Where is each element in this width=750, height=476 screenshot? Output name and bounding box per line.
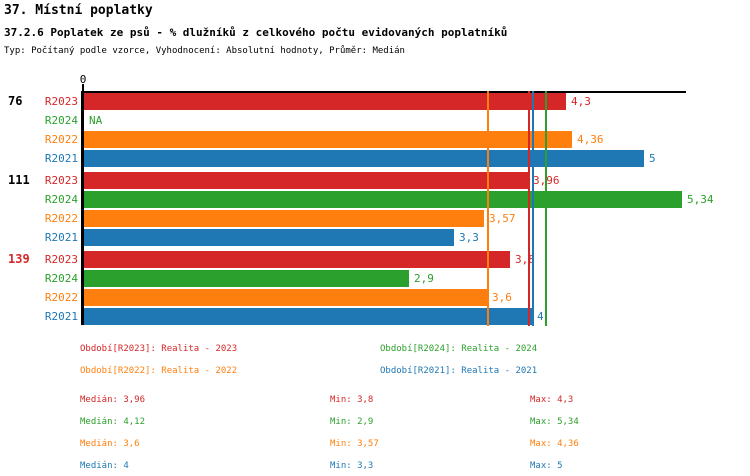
bar-value: 2,9 xyxy=(414,272,434,285)
stat-median: Medián: 3,96 xyxy=(80,395,146,405)
bar-chart: 0 76 R2023 4,3 R2024 NA R2022 4,36 R2021 5 111 R20… xyxy=(0,73,750,334)
row-label-r2022: R2022 xyxy=(44,133,78,146)
median-line-red xyxy=(528,91,530,326)
axis-baseline xyxy=(81,91,84,325)
stats-row-r2024: Medián: 4,12 Min: 2,9 Max: 5,34 xyxy=(0,417,750,431)
stat-max: Max: 4,3 xyxy=(530,395,574,405)
stat-max: Max: 5 xyxy=(530,461,563,471)
axis-top-line xyxy=(82,91,686,93)
row-label-r2021: R2021 xyxy=(44,152,78,165)
bar-value: 3,6 xyxy=(492,291,512,304)
row-label-r2024: R2024 xyxy=(44,272,78,285)
bar-r2024 xyxy=(84,191,682,208)
chart-stats: Medián: 3,96 Min: 3,8 Max: 4,3 Medián: 4… xyxy=(0,395,750,475)
group-label: 111 xyxy=(8,173,30,187)
bar-value: 4 xyxy=(537,310,544,323)
bar-r2022 xyxy=(84,289,487,306)
axis-zero-tick xyxy=(82,84,84,91)
bar-value: 4,3 xyxy=(571,95,591,108)
bar-r2023 xyxy=(84,251,510,268)
median-line-blue xyxy=(532,91,534,326)
bar-r2021 xyxy=(84,308,532,325)
row-label-r2024: R2024 xyxy=(44,193,78,206)
axis-zero-label: 0 xyxy=(79,73,87,86)
stat-min: Min: 2,9 xyxy=(330,417,374,427)
bar-r2023 xyxy=(84,172,528,189)
row-label-r2021: R2021 xyxy=(44,231,78,244)
row-label-r2023: R2023 xyxy=(44,174,78,187)
row-label-r2022: R2022 xyxy=(44,212,78,225)
stat-max: Max: 4,36 xyxy=(530,439,579,449)
stat-min: Min: 3,3 xyxy=(330,461,374,471)
chart-meta-line: Typ: Počítaný podle vzorce, Vyhodnocení:… xyxy=(4,46,405,56)
bar-na-value: NA xyxy=(89,114,103,127)
indicator-title: 37.2.6 Poplatek ze psů - % dlužníků z ce… xyxy=(4,26,508,39)
bar-r2021 xyxy=(84,229,454,246)
legend-item-r2021: Období[R2021]: Realita - 2021 xyxy=(380,366,538,376)
stat-max: Max: 5,34 xyxy=(530,417,579,427)
row-label-r2022: R2022 xyxy=(44,291,78,304)
legend-item-r2023: Období[R2023]: Realita - 2023 xyxy=(80,344,238,354)
stat-min: Min: 3,8 xyxy=(330,395,374,405)
group-label: 139 xyxy=(8,252,30,266)
stat-median: Medián: 3,6 xyxy=(80,439,140,449)
stats-row-r2021: Medián: 4 Min: 3,3 Max: 5 xyxy=(0,461,750,475)
bar-value: 5,34 xyxy=(687,193,714,206)
group-label: 76 xyxy=(8,94,23,108)
median-line-orange xyxy=(487,91,489,326)
bar-r2022 xyxy=(84,210,484,227)
median-line-green xyxy=(545,91,547,326)
stats-row-r2022: Medián: 3,6 Min: 3,57 Max: 4,36 xyxy=(0,439,750,453)
bar-r2021 xyxy=(84,150,644,167)
bar-r2022 xyxy=(84,131,572,148)
bar-value: 4,36 xyxy=(577,133,604,146)
bar-value: 3,3 xyxy=(459,231,479,244)
stat-median: Medián: 4,12 xyxy=(80,417,146,427)
page-title: 37. Místní poplatky xyxy=(4,3,153,18)
bar-value: 5 xyxy=(649,152,656,165)
row-label-r2023: R2023 xyxy=(44,253,78,266)
legend-item-r2024: Období[R2024]: Realita - 2024 xyxy=(380,344,538,354)
bar-r2023 xyxy=(84,93,566,110)
row-label-r2024: R2024 xyxy=(44,114,78,127)
bar-value: 3,57 xyxy=(489,212,516,225)
chart-legend: Období[R2023]: Realita - 2023 Období[R20… xyxy=(0,344,750,384)
row-label-r2023: R2023 xyxy=(44,95,78,108)
stat-median: Medián: 4 xyxy=(80,461,129,471)
row-label-r2021: R2021 xyxy=(44,310,78,323)
stat-min: Min: 3,57 xyxy=(330,439,379,449)
stats-row-r2023: Medián: 3,96 Min: 3,8 Max: 4,3 xyxy=(0,395,750,409)
bar-r2024 xyxy=(84,270,409,287)
legend-item-r2022: Období[R2022]: Realita - 2022 xyxy=(80,366,238,376)
